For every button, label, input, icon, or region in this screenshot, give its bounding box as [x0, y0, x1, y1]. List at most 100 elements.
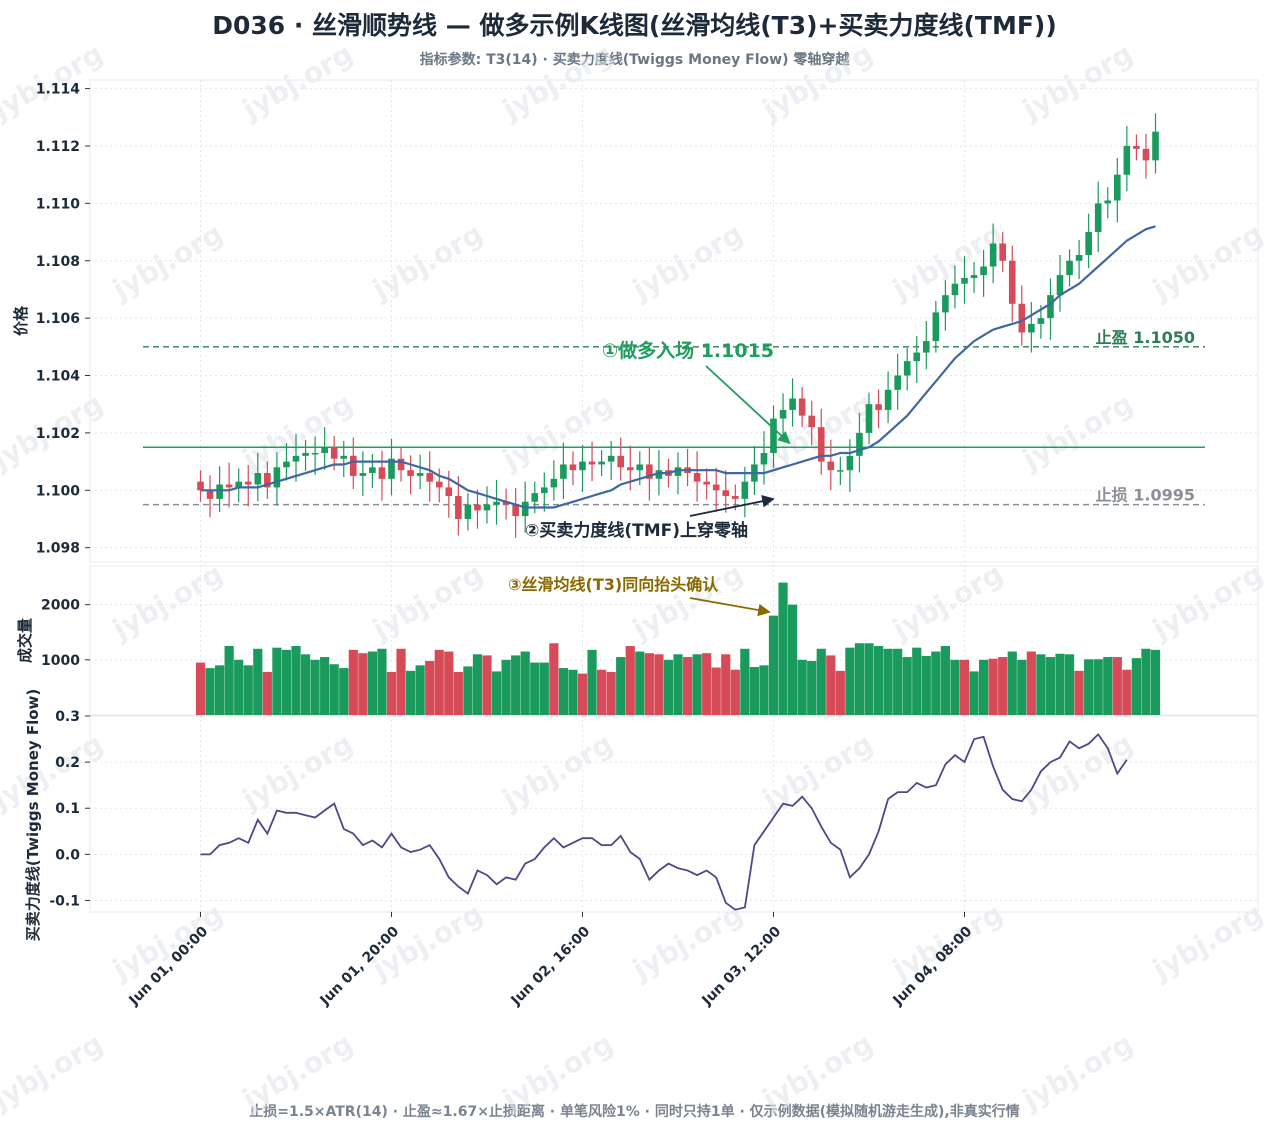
volume-bar: [243, 665, 253, 715]
volume-bar: [959, 659, 970, 715]
candle-body: [646, 464, 653, 479]
candle-body: [1066, 260, 1073, 276]
watermark-text: jybj.org: [496, 37, 618, 127]
take-profit-label: 止盈 1.1050: [1096, 328, 1195, 347]
tmf-panel-frame: [89, 715, 1259, 913]
candle-body: [722, 490, 730, 497]
volume-axis-label: 成交量: [16, 618, 34, 663]
price-tick-label: 1.110: [36, 196, 81, 212]
candle-body: [359, 473, 367, 476]
volume-bar: [587, 649, 597, 715]
candle-body: [1028, 323, 1035, 333]
chart-title: D036 · 丝滑顺势线 — 做多示例K线图(丝滑均线(T3)+买卖力度线(TM…: [212, 11, 1057, 40]
volume-bar: [253, 648, 263, 715]
volume-bar: [262, 671, 272, 715]
tmf-tick-label: 0.0: [55, 847, 80, 863]
watermark-text: jybj.org: [1016, 37, 1138, 127]
volume-bar: [358, 653, 368, 715]
volume-bar: [682, 657, 693, 715]
watermark-text: jybj.org: [1146, 897, 1268, 987]
volume-bar: [826, 655, 836, 715]
volume-bar: [654, 654, 664, 715]
candle-body: [483, 504, 491, 511]
price-tick-label: 1.108: [36, 254, 80, 270]
volume-bar: [816, 648, 826, 715]
candle-body: [913, 352, 921, 362]
volume-bar: [425, 660, 435, 715]
price-tick-label: 1.114: [36, 82, 81, 98]
candle-body: [569, 464, 577, 471]
volume-bar: [730, 669, 740, 715]
candle-body: [283, 461, 290, 468]
candle-body: [588, 461, 596, 465]
volume-bar: [854, 643, 865, 715]
price-panel-frame: [89, 79, 1259, 563]
candle-body: [617, 455, 624, 468]
candle-body: [474, 504, 481, 511]
volume-bar: [711, 667, 721, 715]
volume-bar: [415, 665, 425, 715]
volume-bar: [912, 647, 922, 715]
volume-bar: [1150, 649, 1161, 715]
volume-bar: [883, 648, 893, 715]
tmf-annotation: ②买卖力度线(TMF)上穿零轴: [525, 520, 748, 541]
volume-bar: [558, 668, 568, 715]
t3-annotation: ③丝滑均线(T3)同向抬头确认: [508, 575, 719, 594]
volume-bar: [1122, 669, 1132, 715]
tmf-tick-label: 0.2: [55, 755, 80, 771]
candle-body: [1018, 303, 1026, 333]
candle-body: [674, 467, 682, 476]
volume-bar: [491, 671, 502, 715]
candle-body: [693, 473, 701, 482]
candle-body: [980, 266, 987, 276]
watermark-text: jybj.org: [756, 727, 878, 817]
tmf-line: [200, 733, 1128, 911]
volume-bar: [702, 653, 712, 715]
candle-body: [340, 455, 348, 459]
volume-bar: [1036, 654, 1046, 715]
candle-body: [1152, 131, 1159, 161]
candle-body: [1133, 145, 1140, 149]
volume-bar: [482, 655, 492, 715]
candle-body: [856, 432, 863, 456]
volume-bar: [377, 648, 387, 715]
volume-bar: [921, 655, 931, 715]
candle-body: [273, 467, 281, 488]
volume-bar: [463, 666, 473, 715]
volume-bar: [1045, 657, 1056, 715]
candle-body: [760, 452, 768, 465]
volume-bar: [1141, 648, 1151, 715]
candle-body: [626, 467, 634, 471]
price-tick-label: 1.106: [36, 311, 80, 327]
volume-bar: [740, 648, 750, 715]
candle-body: [378, 467, 386, 479]
candle-body: [235, 481, 242, 488]
volume-bar: [845, 647, 855, 715]
volume-bar: [807, 660, 817, 715]
candle-body: [808, 415, 815, 428]
price-tick-label: 1.098: [36, 541, 80, 557]
candle-body: [521, 501, 529, 517]
candle-body: [1047, 295, 1054, 319]
candle-body: [455, 496, 462, 519]
volume-bar: [873, 646, 884, 715]
candle-body: [1008, 260, 1016, 304]
volume-bar: [1017, 659, 1027, 715]
candle-body: [206, 490, 214, 499]
candle-body: [560, 464, 567, 479]
candle-body: [1085, 232, 1092, 256]
volume-bar: [1026, 651, 1036, 715]
volume-bar: [434, 649, 444, 715]
volume-bar: [577, 673, 588, 715]
watermark-text: jybj.org: [236, 387, 358, 477]
volume-bar: [406, 670, 416, 715]
volume-bar: [635, 651, 645, 715]
candle-body: [779, 409, 787, 419]
candle-body: [264, 473, 271, 488]
volume-bar: [940, 646, 950, 715]
candle-body: [435, 481, 443, 488]
candle-body: [1123, 145, 1131, 175]
candle-body: [531, 493, 539, 502]
price-axis-label: 价格: [12, 305, 30, 336]
candle-body: [416, 473, 424, 476]
